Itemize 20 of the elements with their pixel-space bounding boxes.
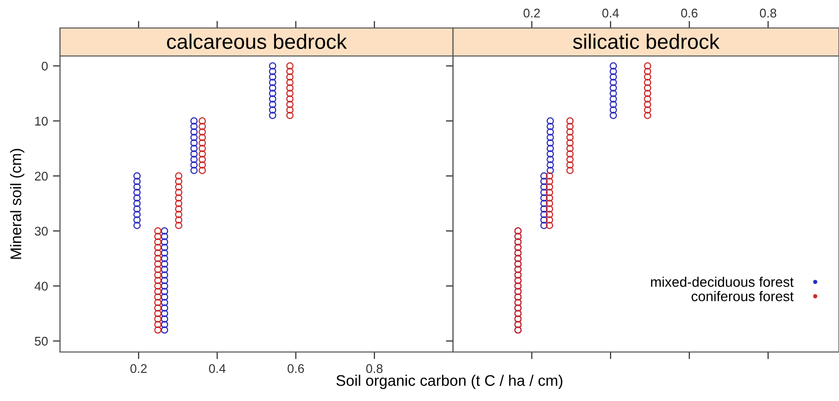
y-tick-label: 30: [34, 226, 48, 236]
x-tick-label: 0.6: [288, 364, 304, 373]
x-tick-label: 0.6: [681, 8, 698, 18]
x-tick-label: 0.4: [209, 364, 226, 373]
legend-label: coniferous forest: [692, 291, 794, 302]
y-tick-label: 40: [34, 282, 48, 291]
x-axis-title: Soil organic carbon (t C / ha / cm): [336, 374, 562, 389]
y-tick-label: 50: [34, 336, 48, 346]
y-tick-label: 0: [42, 62, 48, 71]
y-tick-label: 10: [35, 116, 48, 126]
y-axis-title: Mineral soil (cm): [10, 148, 24, 259]
x-tick-label: 0.8: [760, 8, 776, 18]
x-tick-label: 0.4: [602, 8, 619, 18]
legend-label: mixed-deciduous forest: [651, 276, 794, 287]
chart-title: silicatic bedrock: [573, 34, 720, 49]
x-tick-label: 0.8: [366, 364, 383, 373]
x-tick-label: 0.2: [524, 8, 540, 18]
y-tick-label: 20: [34, 172, 48, 181]
chart-title: calcareous bedrock: [167, 34, 347, 49]
x-tick-label: 0.2: [130, 364, 147, 373]
